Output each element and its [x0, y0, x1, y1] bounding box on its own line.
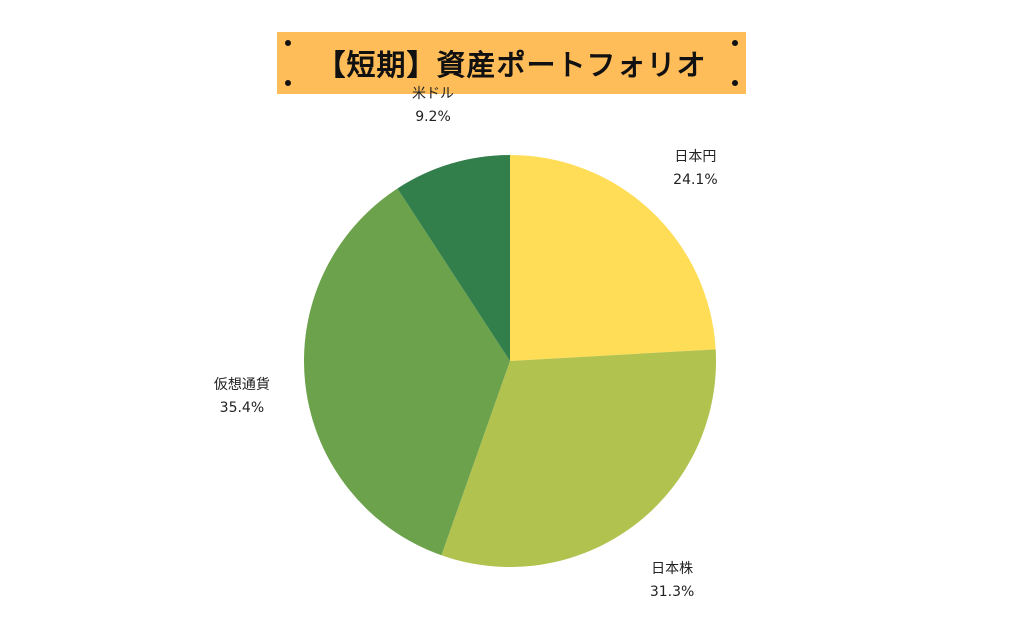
pie-slice-3 [303, 188, 510, 556]
pie-slice-2 [441, 349, 716, 568]
slice-label-value-1: 24.1% [673, 172, 717, 188]
pie-slices [303, 155, 716, 568]
slice-label-value-4: 9.2% [415, 109, 451, 125]
slice-label-value-3: 35.4% [220, 400, 264, 416]
banner-corner-dot-top-right [732, 40, 738, 46]
banner-corner-dot-bottom-left [285, 80, 291, 86]
banner-corner-dot-bottom-right [732, 80, 738, 86]
pie-labels: 日本円 24.1% 日本株 31.3% 仮想通貨 35.4% 米ドル 9.2% [214, 86, 718, 600]
chart-title: 【短期】資産ポートフォリオ [316, 48, 707, 82]
title-banner: 【短期】資産ポートフォリオ [277, 32, 746, 94]
slice-label-name-3: 仮想通貨 [214, 376, 270, 393]
pie-slice-1 [510, 155, 716, 361]
slice-label-name-1: 日本円 [674, 149, 716, 165]
slice-label-name-2: 日本株 [651, 561, 693, 577]
slice-label-name-4: 米ドル [412, 86, 454, 102]
slice-label-value-2: 31.3% [650, 584, 694, 600]
banner-corner-dot-top-left [285, 40, 291, 46]
pie-slice-4 [397, 155, 510, 361]
